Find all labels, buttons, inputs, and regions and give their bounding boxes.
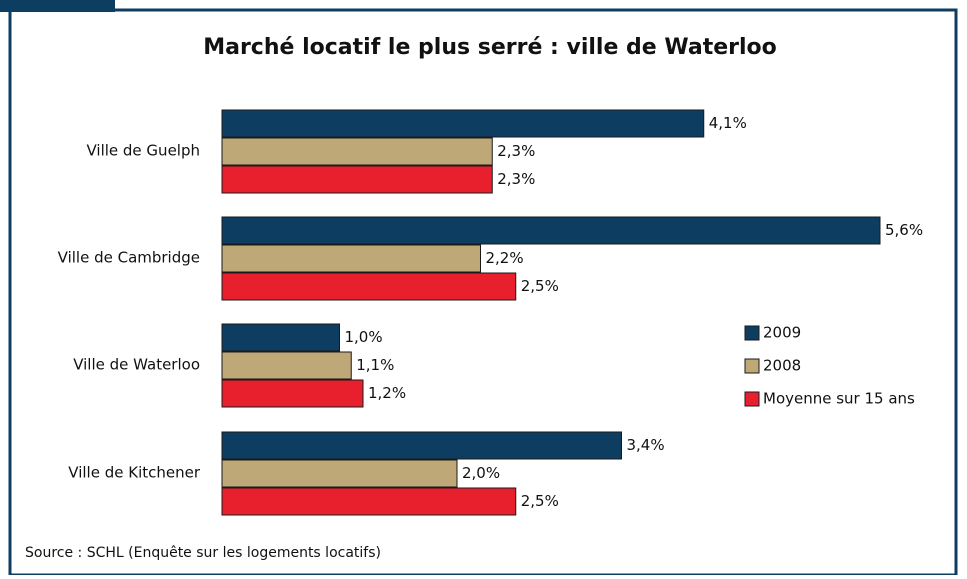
source-note: Source : SCHL (Enquête sur les logements… [25, 545, 381, 561]
bar [221, 216, 881, 245]
legend-label: 2008 [763, 357, 801, 375]
data-label: 4,1% [709, 114, 747, 132]
legend-swatch [744, 358, 760, 374]
data-label: 2,3% [497, 170, 535, 188]
bar [221, 431, 622, 460]
legend-label: Moyenne sur 15 ans [763, 390, 915, 408]
category-label: Ville de Waterloo [73, 356, 200, 374]
category-label: Ville de Kitchener [68, 464, 201, 482]
data-label: 2,5% [521, 492, 559, 510]
legend-swatch [744, 325, 760, 341]
data-label: 1,2% [368, 384, 406, 402]
bar [221, 272, 517, 301]
bar [221, 137, 493, 166]
data-label: 1,0% [345, 328, 383, 346]
category-label: Ville de Cambridge [58, 249, 200, 267]
data-label: 1,1% [356, 356, 394, 374]
bar [221, 351, 352, 380]
bar [221, 323, 340, 352]
bar [221, 109, 705, 138]
data-label: 2,0% [462, 464, 500, 482]
bar [221, 165, 493, 194]
data-label: 5,6% [885, 221, 923, 239]
bar [221, 459, 458, 488]
data-label: 2,3% [497, 142, 535, 160]
bar [221, 379, 364, 408]
legend-swatch [744, 391, 760, 407]
category-label: Ville de Guelph [86, 142, 200, 160]
data-label: 3,4% [627, 436, 665, 454]
legend-label: 2009 [763, 324, 801, 342]
data-label: 2,2% [486, 249, 524, 267]
data-label: 2,5% [521, 277, 559, 295]
chart-title: Marché locatif le plus serré : ville de … [203, 35, 777, 60]
bar [221, 244, 481, 273]
bar [221, 487, 517, 516]
